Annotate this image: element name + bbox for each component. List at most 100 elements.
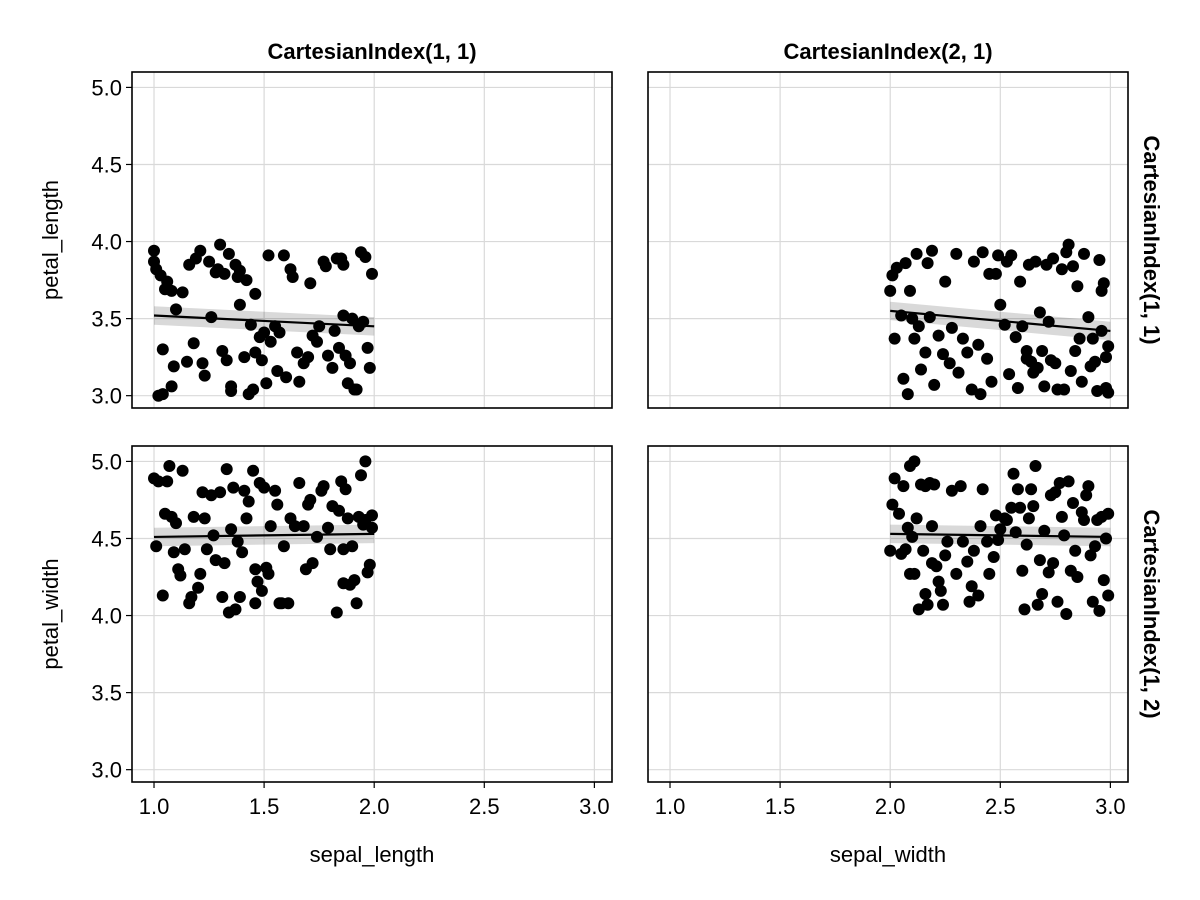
fit-line-layer: [153, 309, 1111, 539]
data-point-r2c1-74: [339, 483, 352, 496]
data-point-r1c2-20: [937, 348, 949, 361]
data-point-r1c1-68: [328, 324, 341, 337]
y-tick-label-r1c1-3: 4.5: [91, 152, 122, 177]
data-point-r2c2-39: [974, 520, 987, 533]
data-point-r2c2-14: [912, 603, 925, 616]
data-point-r2c2-63: [1036, 588, 1049, 600]
data-point-r2c1-40: [249, 563, 262, 576]
data-point-r1c2-69: [1069, 345, 1082, 357]
y-tick-label-r2c1-3: 4.5: [91, 526, 122, 551]
data-point-r2c2-1: [886, 498, 899, 511]
data-point-r1c2-27: [961, 346, 974, 359]
data-point-r1c2-19: [932, 329, 945, 342]
scatter-points-layer: [148, 238, 1115, 620]
data-point-r2c2-32: [954, 480, 967, 493]
data-point-r2c2-22: [926, 520, 938, 533]
data-point-r2c1-81: [355, 469, 367, 482]
data-point-r1c1-66: [322, 349, 334, 362]
data-point-r2c1-2: [152, 475, 165, 488]
data-point-r2c2-36: [965, 580, 978, 593]
data-point-r1c2-79: [1093, 254, 1106, 266]
data-point-r2c1-35: [236, 546, 249, 559]
y-tick-label-r1c1-1: 3.5: [91, 307, 122, 332]
data-point-r2c2-76: [1067, 497, 1079, 509]
grid-layer: [132, 72, 1128, 782]
data-point-r1c1-60: [304, 277, 317, 290]
data-point-r1c2-6: [899, 257, 912, 270]
data-point-r1c1-51: [273, 326, 286, 339]
data-point-r1c2-18: [928, 378, 941, 391]
data-point-r2c1-86: [363, 558, 376, 571]
data-point-r2c2-82: [1082, 480, 1095, 493]
data-point-r2c2-89: [1097, 574, 1110, 587]
data-point-r2c1-78: [348, 574, 361, 587]
data-point-r2c2-52: [1011, 483, 1024, 496]
data-point-r2c2-3: [893, 507, 905, 520]
data-point-r2c2-25: [932, 575, 945, 588]
data-point-r1c1-67: [326, 361, 339, 374]
data-point-r2c1-87: [366, 521, 378, 534]
data-point-r2c2-71: [1055, 510, 1068, 523]
data-point-r1c2-55: [1036, 345, 1049, 357]
data-point-r1c2-63: [1055, 263, 1068, 276]
data-point-r1c1-31: [225, 380, 238, 393]
data-point-r1c1-84: [361, 341, 374, 354]
data-point-r2c2-12: [908, 567, 921, 580]
data-point-r1c2-72: [1075, 375, 1088, 388]
data-point-r1c2-14: [919, 346, 932, 359]
data-point-r2c2-83: [1084, 549, 1097, 562]
data-point-r1c1-25: [214, 238, 227, 251]
data-point-r1c1-62: [311, 335, 323, 348]
data-point-r2c2-37: [967, 544, 980, 557]
data-point-r2c2-16: [917, 544, 930, 557]
panel-frame-r2c1: [131, 445, 613, 783]
x-tick-label-r2c2-0: 1.0: [655, 794, 686, 819]
data-point-r2c1-39: [247, 464, 260, 477]
data-point-r2c1-15: [185, 591, 198, 603]
data-point-r1c2-67: [1064, 365, 1077, 377]
data-point-r2c1-56: [288, 520, 301, 533]
data-point-r2c1-13: [178, 543, 191, 556]
data-point-r1c1-6: [156, 343, 169, 356]
data-point-r1c1-85: [363, 361, 376, 374]
data-point-r2c2-87: [1093, 604, 1106, 617]
data-point-r1c2-7: [901, 388, 914, 401]
data-point-r2c1-28: [220, 463, 233, 476]
row-title-2: CartesianIndex(1, 2): [1139, 509, 1164, 718]
data-point-r2c1-12: [176, 464, 189, 477]
data-point-r1c2-74: [1082, 311, 1095, 324]
data-point-r1c2-25: [952, 366, 965, 379]
column-title-1: CartesianIndex(1, 1): [267, 39, 476, 64]
data-point-r2c2-60: [1029, 460, 1042, 472]
fit-line-r1c2: [890, 309, 1111, 333]
x-axis-label-2: sepal_width: [830, 842, 946, 867]
data-point-r2c2-30: [945, 484, 958, 497]
y-tick-label-r1c1-2: 4.0: [91, 230, 122, 255]
data-point-r2c2-28: [939, 549, 952, 562]
data-point-r2c2-54: [1016, 564, 1029, 577]
x-tick-label-r2c1-0: 1.0: [139, 794, 170, 819]
data-point-r1c2-45: [1014, 275, 1027, 288]
data-point-r1c2-26: [956, 332, 969, 345]
data-point-r1c2-22: [943, 357, 956, 370]
data-point-r2c1-17: [192, 581, 205, 594]
x-tick-label-r2c1-1: 1.5: [249, 794, 280, 819]
y-tick-label-r2c1-1: 3.5: [91, 681, 122, 706]
data-point-r1c2-82: [1097, 277, 1110, 290]
data-point-r2c1-34: [233, 591, 246, 603]
data-point-r2c1-5: [161, 475, 174, 488]
data-point-r2c2-17: [919, 588, 932, 600]
data-point-r2c1-75: [341, 512, 354, 525]
data-point-r2c2-84: [1086, 595, 1099, 608]
y-axis-label-2: petal_width: [38, 558, 63, 669]
data-point-r1c2-85: [1102, 386, 1115, 399]
data-point-r2c1-53: [277, 540, 290, 553]
data-point-r2c1-9: [170, 517, 182, 530]
data-point-r2c2-40: [976, 483, 989, 496]
data-point-r1c2-35: [985, 375, 998, 388]
data-point-r1c2-52: [1029, 255, 1042, 268]
data-point-r1c2-2: [888, 332, 901, 345]
y-tick-label-r1c1-0: 3.0: [91, 384, 122, 409]
data-point-r2c2-69: [1051, 595, 1064, 608]
